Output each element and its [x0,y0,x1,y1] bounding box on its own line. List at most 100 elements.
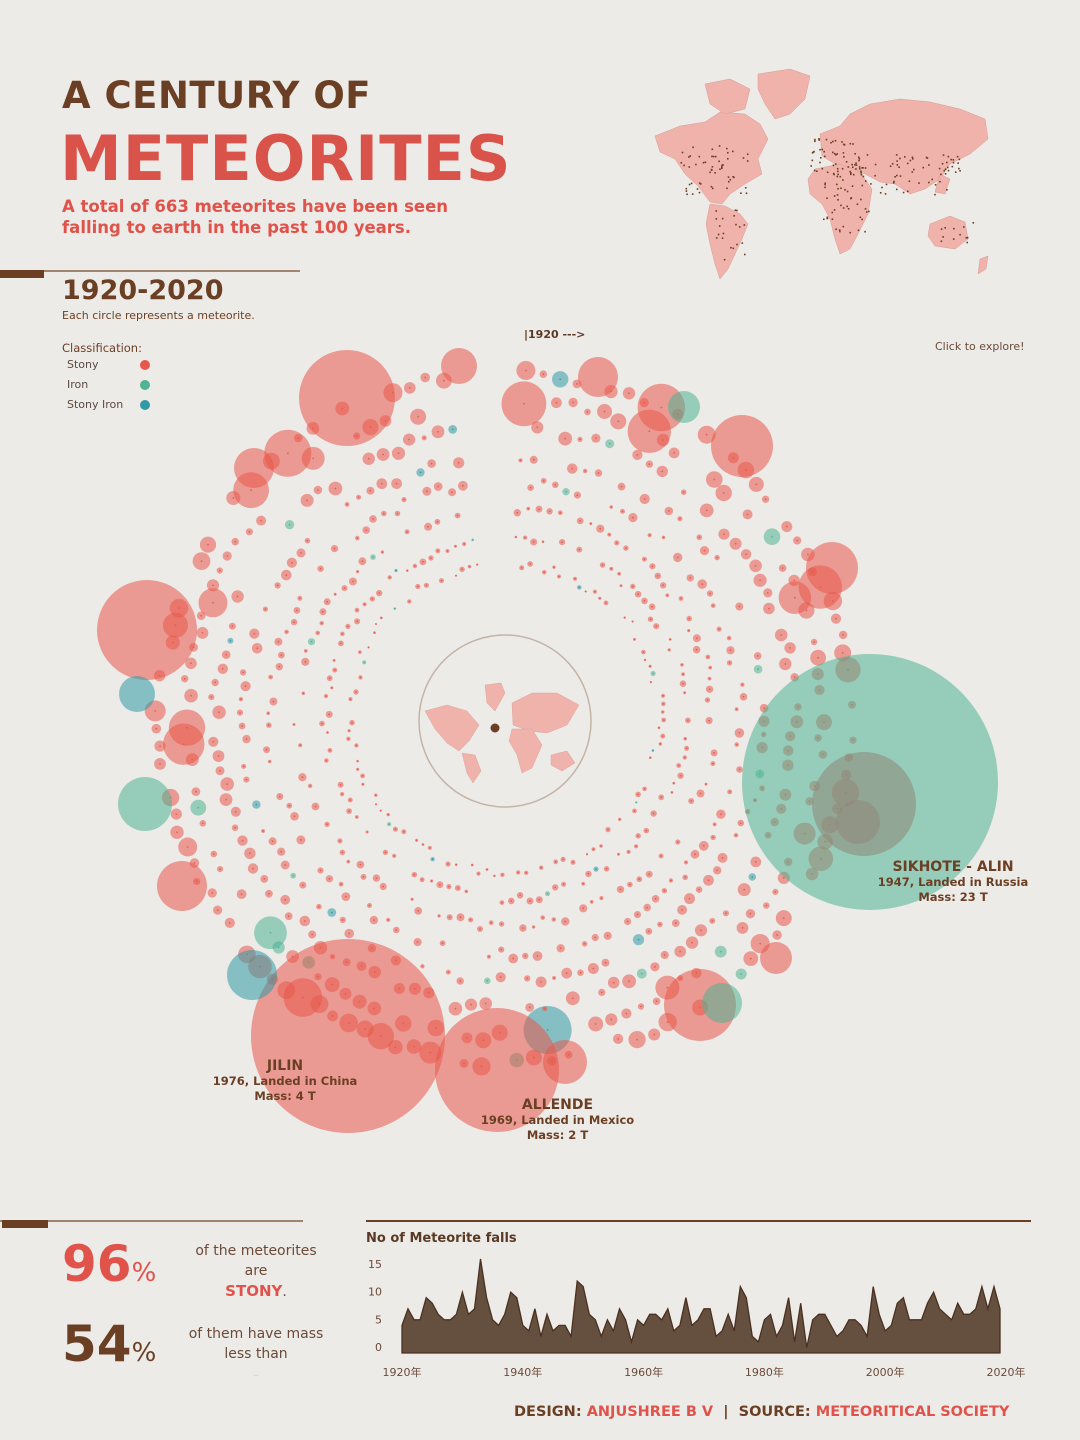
large-meteorite-circle[interactable] [806,542,858,594]
data-point-1987[interactable] [806,1347,808,1349]
large-meteorite-circle[interactable] [543,1040,587,1084]
data-point-1972[interactable] [715,1335,717,1337]
data-point-1958[interactable] [631,1341,633,1343]
data-point-1971[interactable] [709,1308,711,1310]
meteorite-ring[interactable] [0,0,1080,1180]
data-point-1949[interactable] [576,1280,578,1282]
data-point-1956[interactable] [619,1308,621,1310]
data-point-1947[interactable] [564,1324,566,1326]
large-meteorite-circle[interactable] [157,861,207,911]
data-point-1994[interactable] [848,1319,850,1321]
globe-icon[interactable] [417,633,593,809]
falls-area-chart[interactable]: 0 5 10 15 1920年 1940年 1960年 1980年 2000年 2020年 [360,1255,1040,1385]
data-point-1963[interactable] [661,1319,663,1321]
data-point-1961[interactable] [649,1313,651,1315]
large-meteorite-circle[interactable] [668,391,700,423]
data-point-1982[interactable] [776,1335,778,1337]
data-point-1975[interactable] [733,1330,735,1332]
data-point-1999[interactable] [878,1313,880,1315]
data-point-1953[interactable] [600,1335,602,1337]
data-point-1993[interactable] [842,1330,844,1332]
data-point-1952[interactable] [594,1319,596,1321]
data-point-1960[interactable] [643,1324,645,1326]
large-meteorite-circle[interactable] [836,800,880,844]
large-meteorite-circle[interactable] [760,942,792,974]
data-point-1991[interactable] [830,1324,832,1326]
data-point-1976[interactable] [739,1286,741,1288]
data-point-1988[interactable] [812,1319,814,1321]
data-point-1945[interactable] [552,1330,554,1332]
data-point-1962[interactable] [655,1313,657,1315]
data-point-1978[interactable] [751,1335,753,1337]
data-point-1938[interactable] [510,1291,512,1293]
data-point-1997[interactable] [866,1335,868,1337]
large-meteorite-circle[interactable] [299,350,395,446]
data-point-1931[interactable] [467,1313,469,1315]
data-point-1996[interactable] [860,1324,862,1326]
data-point-1944[interactable] [546,1313,548,1315]
data-point-2005[interactable] [914,1319,916,1321]
data-point-1981[interactable] [770,1313,772,1315]
data-point-2015[interactable] [975,1308,977,1310]
data-point-1990[interactable] [824,1313,826,1315]
data-point-1973[interactable] [721,1330,723,1332]
data-point-1964[interactable] [667,1308,669,1310]
data-point-1959[interactable] [637,1319,639,1321]
data-point-1923[interactable] [419,1319,421,1321]
allende-circle[interactable] [435,1008,559,1132]
data-point-1954[interactable] [606,1319,608,1321]
data-point-2011[interactable] [951,1319,953,1321]
data-point-1929[interactable] [455,1313,457,1315]
data-point-2003[interactable] [902,1297,904,1299]
data-point-1946[interactable] [558,1324,560,1326]
large-meteorite-circle[interactable] [227,950,277,1000]
data-point-2017[interactable] [987,1308,989,1310]
data-point-1920[interactable] [401,1324,403,1326]
data-point-1966[interactable] [679,1324,681,1326]
large-meteorite-circle[interactable] [234,448,274,488]
data-point-1980[interactable] [763,1319,765,1321]
data-point-1957[interactable] [625,1319,627,1321]
data-point-1984[interactable] [788,1297,790,1299]
data-point-1935[interactable] [492,1319,494,1321]
data-point-1942[interactable] [534,1308,536,1310]
data-point-1977[interactable] [745,1297,747,1299]
data-point-1951[interactable] [588,1313,590,1315]
data-point-2013[interactable] [963,1313,965,1315]
data-point-2004[interactable] [908,1319,910,1321]
data-point-1925[interactable] [431,1302,433,1304]
data-point-1934[interactable] [486,1297,488,1299]
data-point-2014[interactable] [969,1313,971,1315]
data-point-1926[interactable] [437,1313,439,1315]
data-point-2016[interactable] [981,1286,983,1288]
data-point-1941[interactable] [528,1330,530,1332]
data-point-1922[interactable] [413,1319,415,1321]
data-point-1939[interactable] [516,1297,518,1299]
data-point-1967[interactable] [685,1297,687,1299]
large-meteorite-circle[interactable] [702,983,742,1023]
data-point-1930[interactable] [461,1291,463,1293]
data-point-1965[interactable] [673,1330,675,1332]
data-point-1955[interactable] [612,1330,614,1332]
large-meteorite-circle[interactable] [97,580,197,680]
data-point-2000[interactable] [884,1330,886,1332]
data-point-1995[interactable] [854,1319,856,1321]
data-point-1940[interactable] [522,1324,524,1326]
data-point-1979[interactable] [757,1341,759,1343]
data-point-1933[interactable] [480,1258,482,1260]
jilin-circle[interactable] [251,939,445,1133]
data-point-1989[interactable] [818,1313,820,1315]
large-meteorite-circle[interactable] [119,676,155,712]
large-meteorite-circle[interactable] [118,777,172,831]
data-point-1986[interactable] [800,1302,802,1304]
data-point-1998[interactable] [872,1286,874,1288]
data-point-1985[interactable] [794,1341,796,1343]
data-point-1928[interactable] [449,1319,451,1321]
data-point-2009[interactable] [939,1308,941,1310]
large-meteorite-circle[interactable] [711,415,773,477]
data-point-2002[interactable] [896,1302,898,1304]
large-meteorite-circle[interactable] [441,348,477,384]
data-point-1943[interactable] [540,1335,542,1337]
data-point-1924[interactable] [425,1297,427,1299]
data-point-2012[interactable] [957,1302,959,1304]
